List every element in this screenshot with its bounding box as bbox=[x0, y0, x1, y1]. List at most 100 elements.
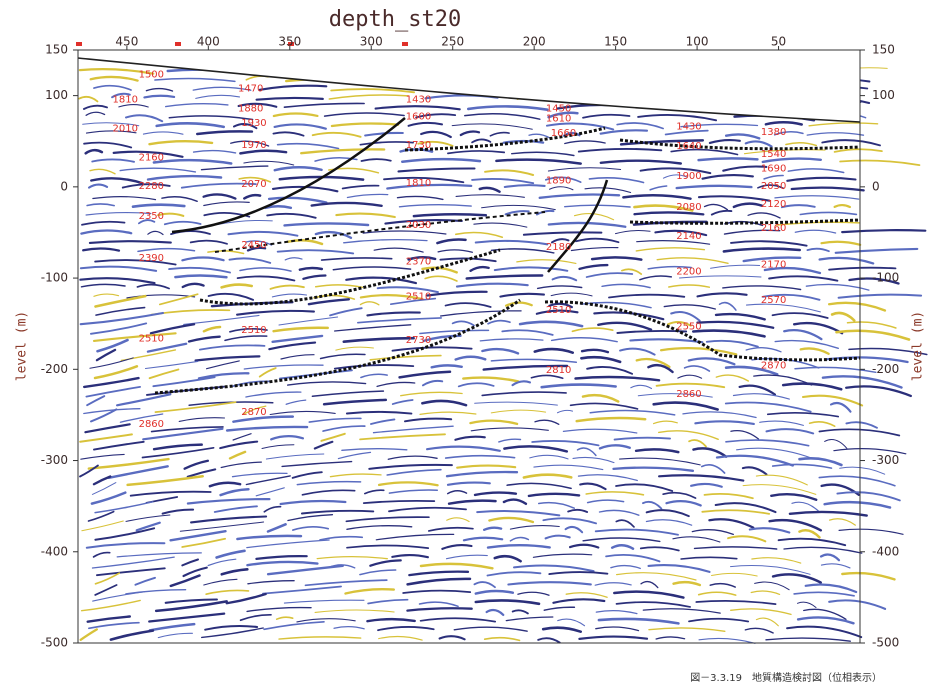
reflector bbox=[129, 490, 212, 497]
reflector bbox=[798, 529, 821, 539]
reflector bbox=[754, 581, 790, 591]
reflector bbox=[755, 617, 779, 627]
reflector bbox=[774, 339, 839, 349]
reflector bbox=[419, 329, 490, 335]
reflector bbox=[757, 184, 785, 190]
reflector bbox=[693, 546, 778, 550]
reflector bbox=[548, 571, 609, 576]
reflector bbox=[725, 133, 761, 140]
reflector bbox=[522, 231, 603, 236]
reflector bbox=[316, 555, 388, 560]
reflector bbox=[388, 506, 467, 513]
reflector bbox=[142, 131, 184, 135]
reflector bbox=[796, 616, 855, 625]
reflector bbox=[359, 141, 414, 146]
reflector bbox=[85, 111, 106, 116]
reflector bbox=[197, 372, 250, 380]
reflector bbox=[455, 231, 504, 238]
reflector bbox=[246, 606, 312, 613]
reflector bbox=[319, 535, 364, 541]
reflector bbox=[750, 590, 781, 595]
velocity-label: 1930 bbox=[241, 118, 266, 129]
reflector bbox=[848, 277, 900, 285]
reflector bbox=[322, 398, 388, 406]
reflector bbox=[419, 411, 477, 415]
reflector bbox=[90, 491, 127, 505]
reflector bbox=[186, 468, 217, 478]
reflector bbox=[360, 373, 388, 379]
velocity-label: 1970 bbox=[241, 140, 266, 151]
reflector bbox=[794, 366, 877, 374]
reflector bbox=[78, 68, 155, 75]
reflector bbox=[320, 432, 346, 442]
reflector bbox=[272, 131, 305, 137]
reflector bbox=[653, 420, 678, 425]
reflector bbox=[703, 203, 729, 211]
caption: 図－3.3.19 地質構造検討図（位相表示） bbox=[690, 671, 882, 684]
reflector bbox=[265, 453, 325, 460]
reflector bbox=[639, 546, 680, 552]
reflector bbox=[484, 169, 535, 176]
reflector bbox=[664, 129, 709, 136]
station-marker bbox=[402, 42, 408, 46]
reflector bbox=[637, 114, 718, 122]
reflector bbox=[601, 283, 651, 289]
reflector bbox=[509, 525, 560, 530]
reflector bbox=[245, 391, 302, 398]
reflector bbox=[420, 130, 452, 139]
reflector bbox=[585, 272, 634, 278]
reflector bbox=[96, 338, 129, 353]
reflector bbox=[366, 617, 416, 623]
reflector bbox=[328, 94, 409, 100]
reflector bbox=[313, 440, 334, 450]
reflector bbox=[573, 212, 615, 221]
reflector bbox=[181, 558, 199, 567]
reflector bbox=[647, 265, 692, 270]
reflector bbox=[630, 384, 653, 390]
reflector bbox=[144, 360, 199, 370]
y-tick-label: -500 bbox=[41, 636, 68, 650]
reflector bbox=[658, 474, 745, 482]
reflector bbox=[828, 518, 856, 526]
reflector bbox=[386, 183, 473, 190]
reflector bbox=[599, 129, 649, 135]
reflector bbox=[582, 113, 631, 119]
reflector bbox=[369, 559, 402, 567]
reflector bbox=[246, 560, 319, 567]
reflector bbox=[79, 628, 98, 641]
y-tick-label: 0 bbox=[60, 179, 68, 193]
reflector bbox=[474, 239, 549, 246]
velocity-label: 1500 bbox=[139, 70, 164, 81]
reflector bbox=[313, 294, 356, 300]
reflector bbox=[639, 167, 712, 175]
reflector bbox=[333, 364, 415, 370]
reflector bbox=[85, 212, 152, 216]
reflector bbox=[92, 475, 112, 486]
reflector bbox=[207, 558, 237, 567]
reflector bbox=[220, 283, 253, 289]
reflector bbox=[86, 395, 106, 407]
reflector bbox=[205, 589, 250, 595]
reflector bbox=[550, 292, 593, 297]
reflector bbox=[84, 423, 131, 434]
reflector bbox=[345, 516, 430, 523]
reflector bbox=[87, 183, 109, 189]
reflector bbox=[535, 209, 555, 216]
reflector bbox=[697, 591, 737, 596]
reflector bbox=[578, 263, 609, 271]
reflector bbox=[783, 546, 863, 554]
reflector bbox=[239, 613, 272, 622]
reflector bbox=[564, 525, 584, 534]
reflector bbox=[195, 94, 241, 99]
reflector bbox=[771, 463, 833, 469]
reflector bbox=[83, 376, 140, 389]
reflector bbox=[668, 284, 711, 288]
reflector bbox=[498, 438, 522, 443]
reflector bbox=[640, 580, 659, 589]
reflector bbox=[415, 113, 457, 119]
reflector bbox=[262, 585, 342, 595]
reflector bbox=[798, 456, 843, 467]
reflector bbox=[219, 440, 259, 450]
reflector bbox=[724, 401, 812, 413]
reflector bbox=[276, 142, 340, 150]
